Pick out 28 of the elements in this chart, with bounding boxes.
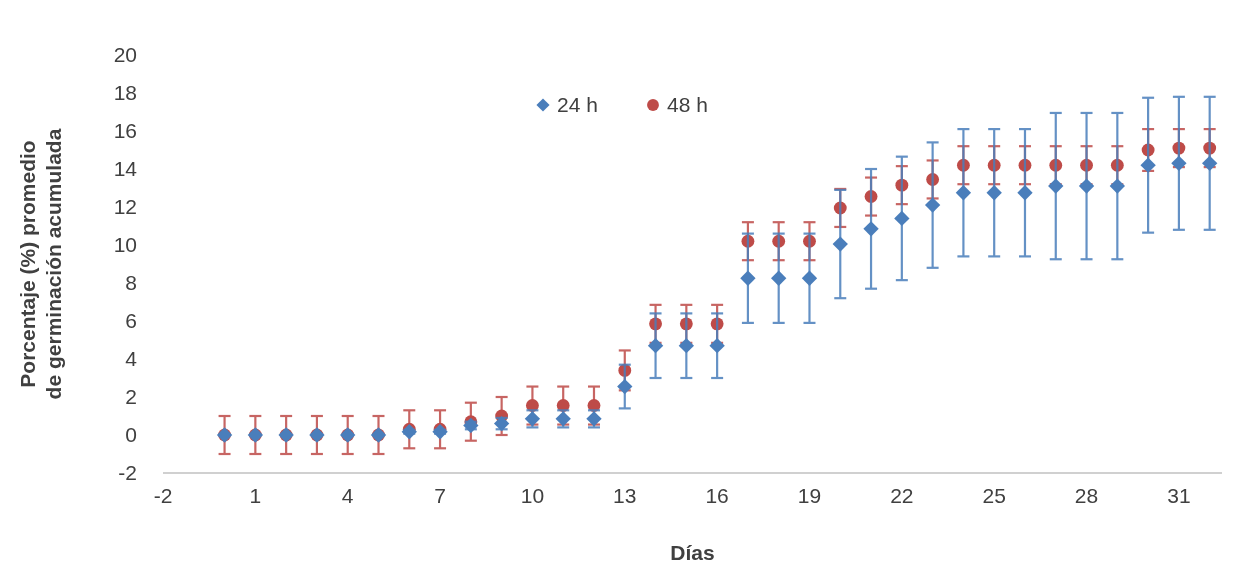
- x-tick-label: 28: [1074, 484, 1099, 507]
- legend-label: 24 h: [557, 93, 598, 117]
- x-axis-title: Días: [670, 541, 715, 564]
- x-tick-label: 1: [249, 484, 262, 507]
- y-tick-label: 10: [113, 233, 137, 257]
- y-tick-label: 20: [113, 43, 137, 67]
- y-tick-label: 2: [125, 385, 137, 409]
- y-tick-label: -2: [118, 461, 137, 485]
- x-tick-label: -2: [153, 484, 173, 507]
- y-axis-title: Porcentaje (%) promedio de germinación acumulada: [16, 128, 65, 400]
- y-tick-label: 12: [113, 195, 137, 219]
- y-tick-label: 4: [125, 347, 138, 371]
- y-tick-label: 18: [113, 81, 137, 105]
- x-tick-label: 25: [982, 484, 1006, 507]
- x-tick-label: 22: [890, 484, 914, 507]
- y-tick-label: 8: [125, 271, 137, 295]
- y-tick-label: 0: [125, 423, 137, 447]
- x-tick-label: 13: [613, 484, 637, 507]
- y-tick-label: 16: [113, 119, 137, 143]
- x-tick-label: 7: [434, 484, 446, 507]
- x-tick-label: 4: [341, 484, 354, 507]
- x-tick-label: 16: [705, 484, 729, 507]
- x-tick-label: 10: [520, 484, 545, 507]
- y-tick-label: 6: [125, 309, 137, 333]
- x-tick-label: 19: [797, 484, 822, 507]
- y-tick-label: 14: [113, 157, 138, 181]
- legend-label: 48 h: [667, 93, 708, 117]
- x-tick-label: 31: [1167, 484, 1191, 507]
